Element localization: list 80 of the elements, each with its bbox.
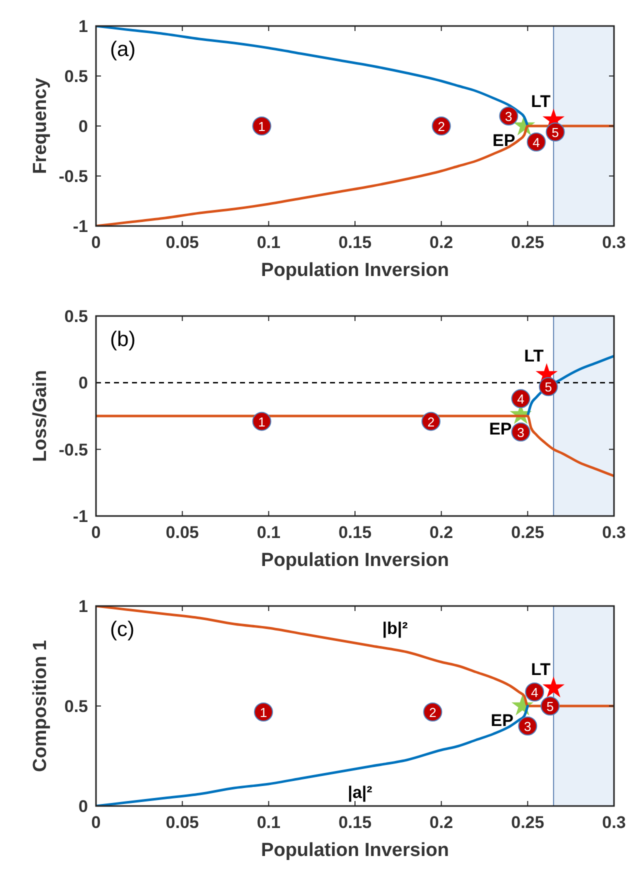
numbered-badge: 1 bbox=[252, 116, 272, 136]
y-axis-title: Composition 1 bbox=[30, 640, 51, 772]
numbered-badge: 1 bbox=[252, 412, 272, 431]
numbered-badge: 5 bbox=[546, 122, 565, 142]
numbered-badge: 1 bbox=[254, 702, 273, 722]
y-tick-label: -0.5 bbox=[58, 167, 88, 186]
y-tick-label: -1 bbox=[72, 507, 88, 526]
numbered-badge: 5 bbox=[538, 377, 558, 396]
y-tick-label: 0 bbox=[78, 374, 88, 393]
numbered-badge: 4 bbox=[511, 389, 530, 408]
annotation: 1 bbox=[258, 119, 266, 134]
y-tick-label: -0.5 bbox=[58, 440, 88, 460]
x-tick-label: 0.15 bbox=[338, 813, 372, 832]
annotation: 2 bbox=[438, 119, 445, 134]
numbered-badge: 4 bbox=[525, 682, 544, 702]
annotation: 4 bbox=[517, 392, 524, 407]
annotation: 4 bbox=[532, 135, 540, 150]
annotation: 5 bbox=[552, 125, 559, 140]
y-tick-label: 0.5 bbox=[64, 67, 88, 86]
annotation: 1 bbox=[258, 414, 266, 430]
x-tick-label: 0.25 bbox=[511, 233, 544, 252]
x-tick-label: 0 bbox=[91, 523, 101, 542]
numbered-badge: 5 bbox=[540, 696, 560, 716]
series-label: |b|² bbox=[382, 619, 408, 638]
y-tick-label: 1 bbox=[78, 597, 88, 616]
y-tick-label: 0.5 bbox=[64, 307, 88, 326]
x-tick-label: 0.05 bbox=[166, 813, 199, 832]
numbered-badge: 3 bbox=[518, 716, 538, 736]
annotation: 4 bbox=[530, 685, 538, 700]
x-tick-label: 0.15 bbox=[338, 523, 372, 542]
annotation: (c) bbox=[110, 618, 134, 641]
annotation: (b) bbox=[110, 328, 136, 351]
x-tick-label: 0.25 bbox=[511, 813, 544, 832]
series-label: LT bbox=[531, 92, 552, 111]
series-label: LT bbox=[531, 660, 552, 679]
x-tick-label: 0 bbox=[91, 813, 101, 832]
numbered-badge: 2 bbox=[421, 412, 440, 431]
series-label: LT bbox=[524, 346, 544, 366]
x-tick-label: 0.1 bbox=[256, 813, 280, 832]
numbered-badge: 2 bbox=[423, 702, 442, 722]
annotation: 1 bbox=[260, 705, 268, 720]
annotation: 3 bbox=[517, 425, 524, 440]
x-tick-label: 0.3 bbox=[602, 813, 626, 832]
x-axis-title: Population Inversion bbox=[261, 260, 449, 281]
annotation: 5 bbox=[546, 699, 554, 714]
x-tick-label: 0.2 bbox=[430, 523, 454, 542]
y-tick-label: 1 bbox=[78, 17, 88, 36]
x-axis-title: Population Inversion bbox=[261, 840, 449, 861]
y-tick-label: -1 bbox=[72, 217, 88, 236]
y-tick-label: 0 bbox=[78, 797, 88, 816]
numbered-badge: 2 bbox=[432, 116, 451, 136]
numbered-badge: 4 bbox=[526, 132, 546, 152]
annotation: 5 bbox=[544, 380, 552, 395]
annotation: 3 bbox=[505, 109, 512, 124]
x-tick-label: 0.25 bbox=[511, 523, 544, 542]
x-axis-title: Population Inversion bbox=[261, 550, 449, 571]
numbered-badge: 3 bbox=[499, 106, 518, 126]
y-tick-label: 0.5 bbox=[64, 697, 88, 716]
x-tick-label: 0.1 bbox=[256, 233, 280, 252]
series-label: |a|² bbox=[348, 783, 373, 802]
x-tick-label: 0.05 bbox=[166, 523, 199, 542]
annotation: 2 bbox=[427, 414, 435, 430]
series-label: EP bbox=[492, 131, 516, 150]
x-tick-label: 0.05 bbox=[166, 233, 199, 252]
annotation: 2 bbox=[429, 705, 436, 720]
y-axis-title: Loss/Gain bbox=[30, 370, 51, 462]
annotation: (a) bbox=[110, 38, 136, 61]
y-axis-title: Frequency bbox=[30, 78, 51, 174]
series-label: EP bbox=[490, 711, 514, 730]
x-tick-label: 0.15 bbox=[338, 233, 372, 252]
x-tick-label: 0.3 bbox=[602, 523, 626, 542]
x-tick-label: 0.2 bbox=[430, 813, 454, 832]
x-tick-label: 0 bbox=[91, 233, 101, 252]
annotation: 3 bbox=[524, 719, 532, 734]
numbered-badge: 3 bbox=[511, 422, 530, 442]
series-label: EP bbox=[489, 420, 512, 439]
y-tick-label: 0 bbox=[78, 117, 88, 136]
x-tick-label: 0.2 bbox=[430, 233, 454, 252]
x-tick-label: 0.3 bbox=[602, 233, 626, 252]
x-tick-label: 0.1 bbox=[256, 523, 280, 542]
